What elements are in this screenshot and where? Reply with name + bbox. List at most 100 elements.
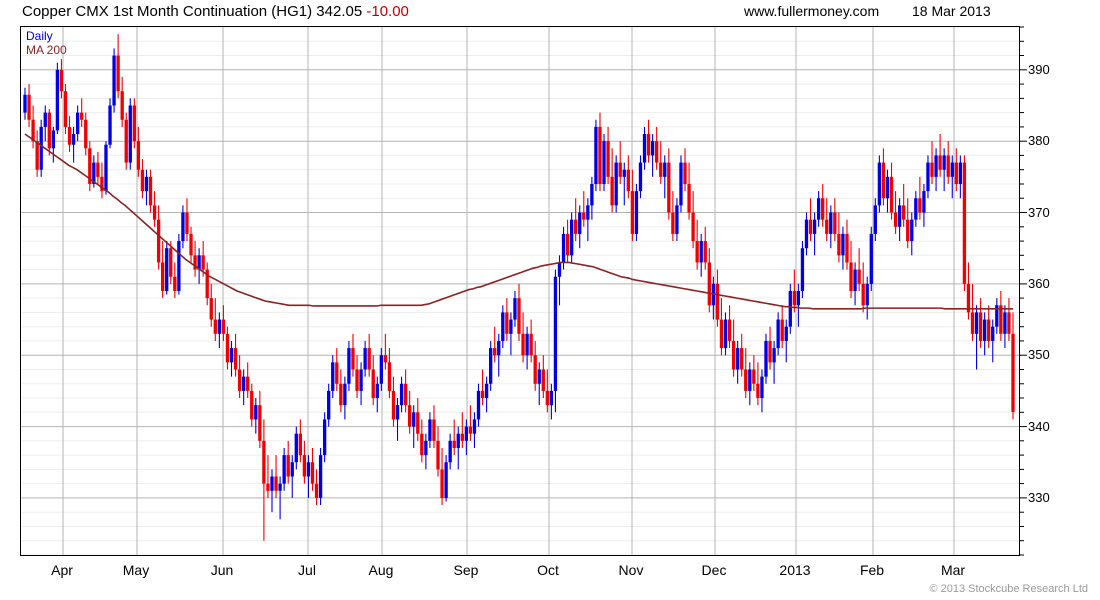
candle-body	[136, 141, 141, 170]
candle-body	[1003, 312, 1007, 334]
candle-body	[314, 483, 319, 498]
candle-body	[310, 462, 315, 484]
candle-body	[594, 126, 598, 184]
candle-body	[476, 390, 481, 420]
candle-body	[626, 169, 630, 192]
candle-body	[225, 333, 230, 363]
candle-body	[302, 455, 307, 477]
candle-body	[104, 144, 108, 192]
candle-body	[189, 233, 193, 256]
candle-body	[335, 362, 339, 384]
x-tick-label: Mar	[940, 562, 966, 578]
candle-body	[699, 241, 703, 263]
candle-body	[816, 198, 821, 220]
candle-body	[966, 283, 971, 313]
candle-body	[687, 183, 691, 213]
candle-body	[128, 105, 132, 163]
candle-body	[266, 483, 270, 491]
candle-body	[634, 191, 639, 234]
candle-body	[51, 130, 55, 149]
candle-body	[391, 390, 396, 420]
candle-body	[395, 405, 400, 420]
candle-body	[825, 219, 829, 234]
candle-body	[464, 426, 469, 441]
candle-body	[205, 269, 209, 299]
candle-body	[132, 105, 136, 142]
candle-body	[586, 205, 590, 220]
candle-body	[606, 141, 610, 177]
candle-body	[383, 355, 388, 363]
candle-body	[650, 141, 655, 156]
candle-body	[318, 455, 323, 498]
candle-body	[800, 248, 805, 291]
candle-body	[768, 340, 772, 363]
x-tick-label: Oct	[537, 562, 559, 578]
candle-body	[578, 212, 582, 234]
y-tick-label: 350	[1028, 347, 1050, 363]
candle-body	[533, 355, 537, 384]
candle-body	[736, 348, 740, 370]
candle-body	[274, 476, 278, 491]
candle-body	[112, 55, 116, 106]
candle-body	[448, 440, 452, 463]
candle-body	[246, 376, 250, 391]
candle-body	[480, 390, 485, 399]
x-tick-label: May	[122, 562, 150, 578]
x-tick-label: Jun	[210, 562, 234, 578]
candle-body	[983, 319, 987, 341]
candle-body	[521, 333, 525, 356]
candle-body	[784, 326, 788, 341]
candle-body	[331, 362, 335, 391]
candle-body	[505, 312, 509, 334]
candle-body	[622, 169, 626, 177]
candle-body	[428, 419, 432, 441]
candle-body	[92, 162, 96, 184]
candle-body	[140, 169, 145, 192]
candle-body	[999, 305, 1003, 334]
candle-body	[39, 126, 43, 170]
candle-body	[213, 319, 217, 334]
candle-body	[841, 233, 845, 256]
candle-body	[412, 412, 416, 427]
chart-date: 18 Mar 2013	[912, 3, 991, 19]
candle-body	[885, 176, 890, 199]
candle-body	[124, 119, 128, 163]
candle-body	[829, 212, 833, 234]
candle-body	[306, 462, 311, 477]
candle-body	[942, 155, 946, 170]
source-website: www.fullermoney.com	[744, 3, 880, 19]
candle-body	[327, 390, 331, 420]
candle-body	[80, 112, 84, 120]
chart-header: Copper CMX 1st Month Continuation (HG1) …	[0, 0, 1100, 26]
candle-body	[339, 383, 343, 406]
candle-body	[100, 176, 104, 192]
candle-body	[88, 148, 92, 184]
candle-body	[642, 134, 647, 163]
candle-body	[460, 433, 464, 441]
candle-body	[436, 440, 440, 470]
candle-body	[294, 433, 298, 463]
candle-body	[877, 162, 882, 206]
candle-body	[1007, 312, 1011, 334]
candle-body	[250, 390, 254, 420]
candle-body	[55, 69, 60, 131]
candle-body	[359, 369, 363, 391]
candle-body	[254, 405, 258, 420]
y-axis-ticks	[1020, 26, 1027, 556]
candle-body	[262, 440, 266, 484]
price-change: -10.00	[366, 3, 409, 20]
candle-body	[974, 312, 979, 334]
candle-body	[873, 205, 877, 234]
candle-body	[557, 262, 562, 277]
candle-body	[889, 176, 894, 213]
candle-body	[574, 219, 578, 234]
candle-body	[991, 326, 995, 341]
x-tick-label: Dec	[701, 562, 727, 578]
chart-series-layer	[23, 34, 1015, 541]
chart-gridlines	[21, 27, 1019, 555]
candle-body	[910, 219, 914, 242]
candle-body	[804, 219, 809, 249]
candle-body	[290, 462, 294, 477]
candle-body	[857, 269, 861, 284]
